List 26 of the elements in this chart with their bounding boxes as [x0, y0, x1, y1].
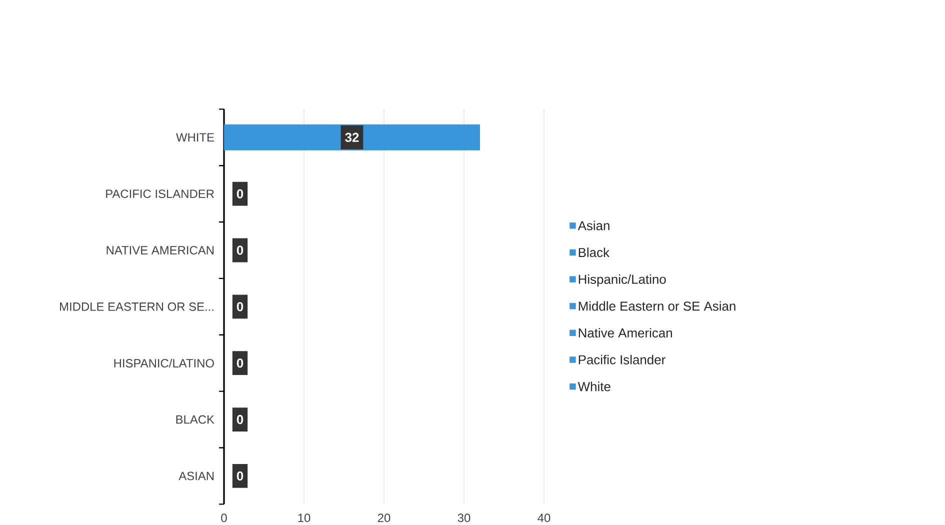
y-tick-label: BLACK — [176, 415, 214, 424]
legend-label: Middle Eastern or SE Asian — [578, 301, 736, 311]
legend-label: Native American — [578, 328, 672, 338]
y-tick-label: MIDDLE EASTERN OR SE... — [60, 302, 214, 311]
y-tick-label: HISPANIC/LATINO — [114, 358, 214, 368]
x-tick-label: 0 — [221, 513, 227, 522]
data-label: 0 — [236, 471, 244, 480]
legend-label: Pacific Islander — [578, 354, 666, 364]
x-tick-label: 10 — [298, 513, 310, 522]
data-label: 0 — [236, 302, 244, 312]
legend-label: Black — [578, 247, 610, 257]
y-tick-label: NATIVE AMERICAN — [106, 246, 214, 254]
data-label: 0 — [236, 245, 244, 255]
x-tick-label: 40 — [538, 513, 550, 522]
data-label: 0 — [236, 414, 244, 424]
data-label: 32 — [345, 132, 359, 142]
y-tick-label: WHITE — [176, 133, 214, 142]
x-tick-label: 30 — [458, 513, 470, 522]
legend-label: White — [578, 381, 610, 391]
y-tick-label: ASIAN — [178, 472, 214, 480]
legend-label: Asian — [578, 220, 610, 230]
y-tick-label: PACIFIC ISLANDER — [106, 189, 214, 198]
data-label: 0 — [236, 189, 244, 198]
data-label: 0 — [236, 358, 244, 368]
x-tick-label: 20 — [378, 513, 390, 522]
legend-label: Hispanic/Latino — [578, 274, 666, 286]
